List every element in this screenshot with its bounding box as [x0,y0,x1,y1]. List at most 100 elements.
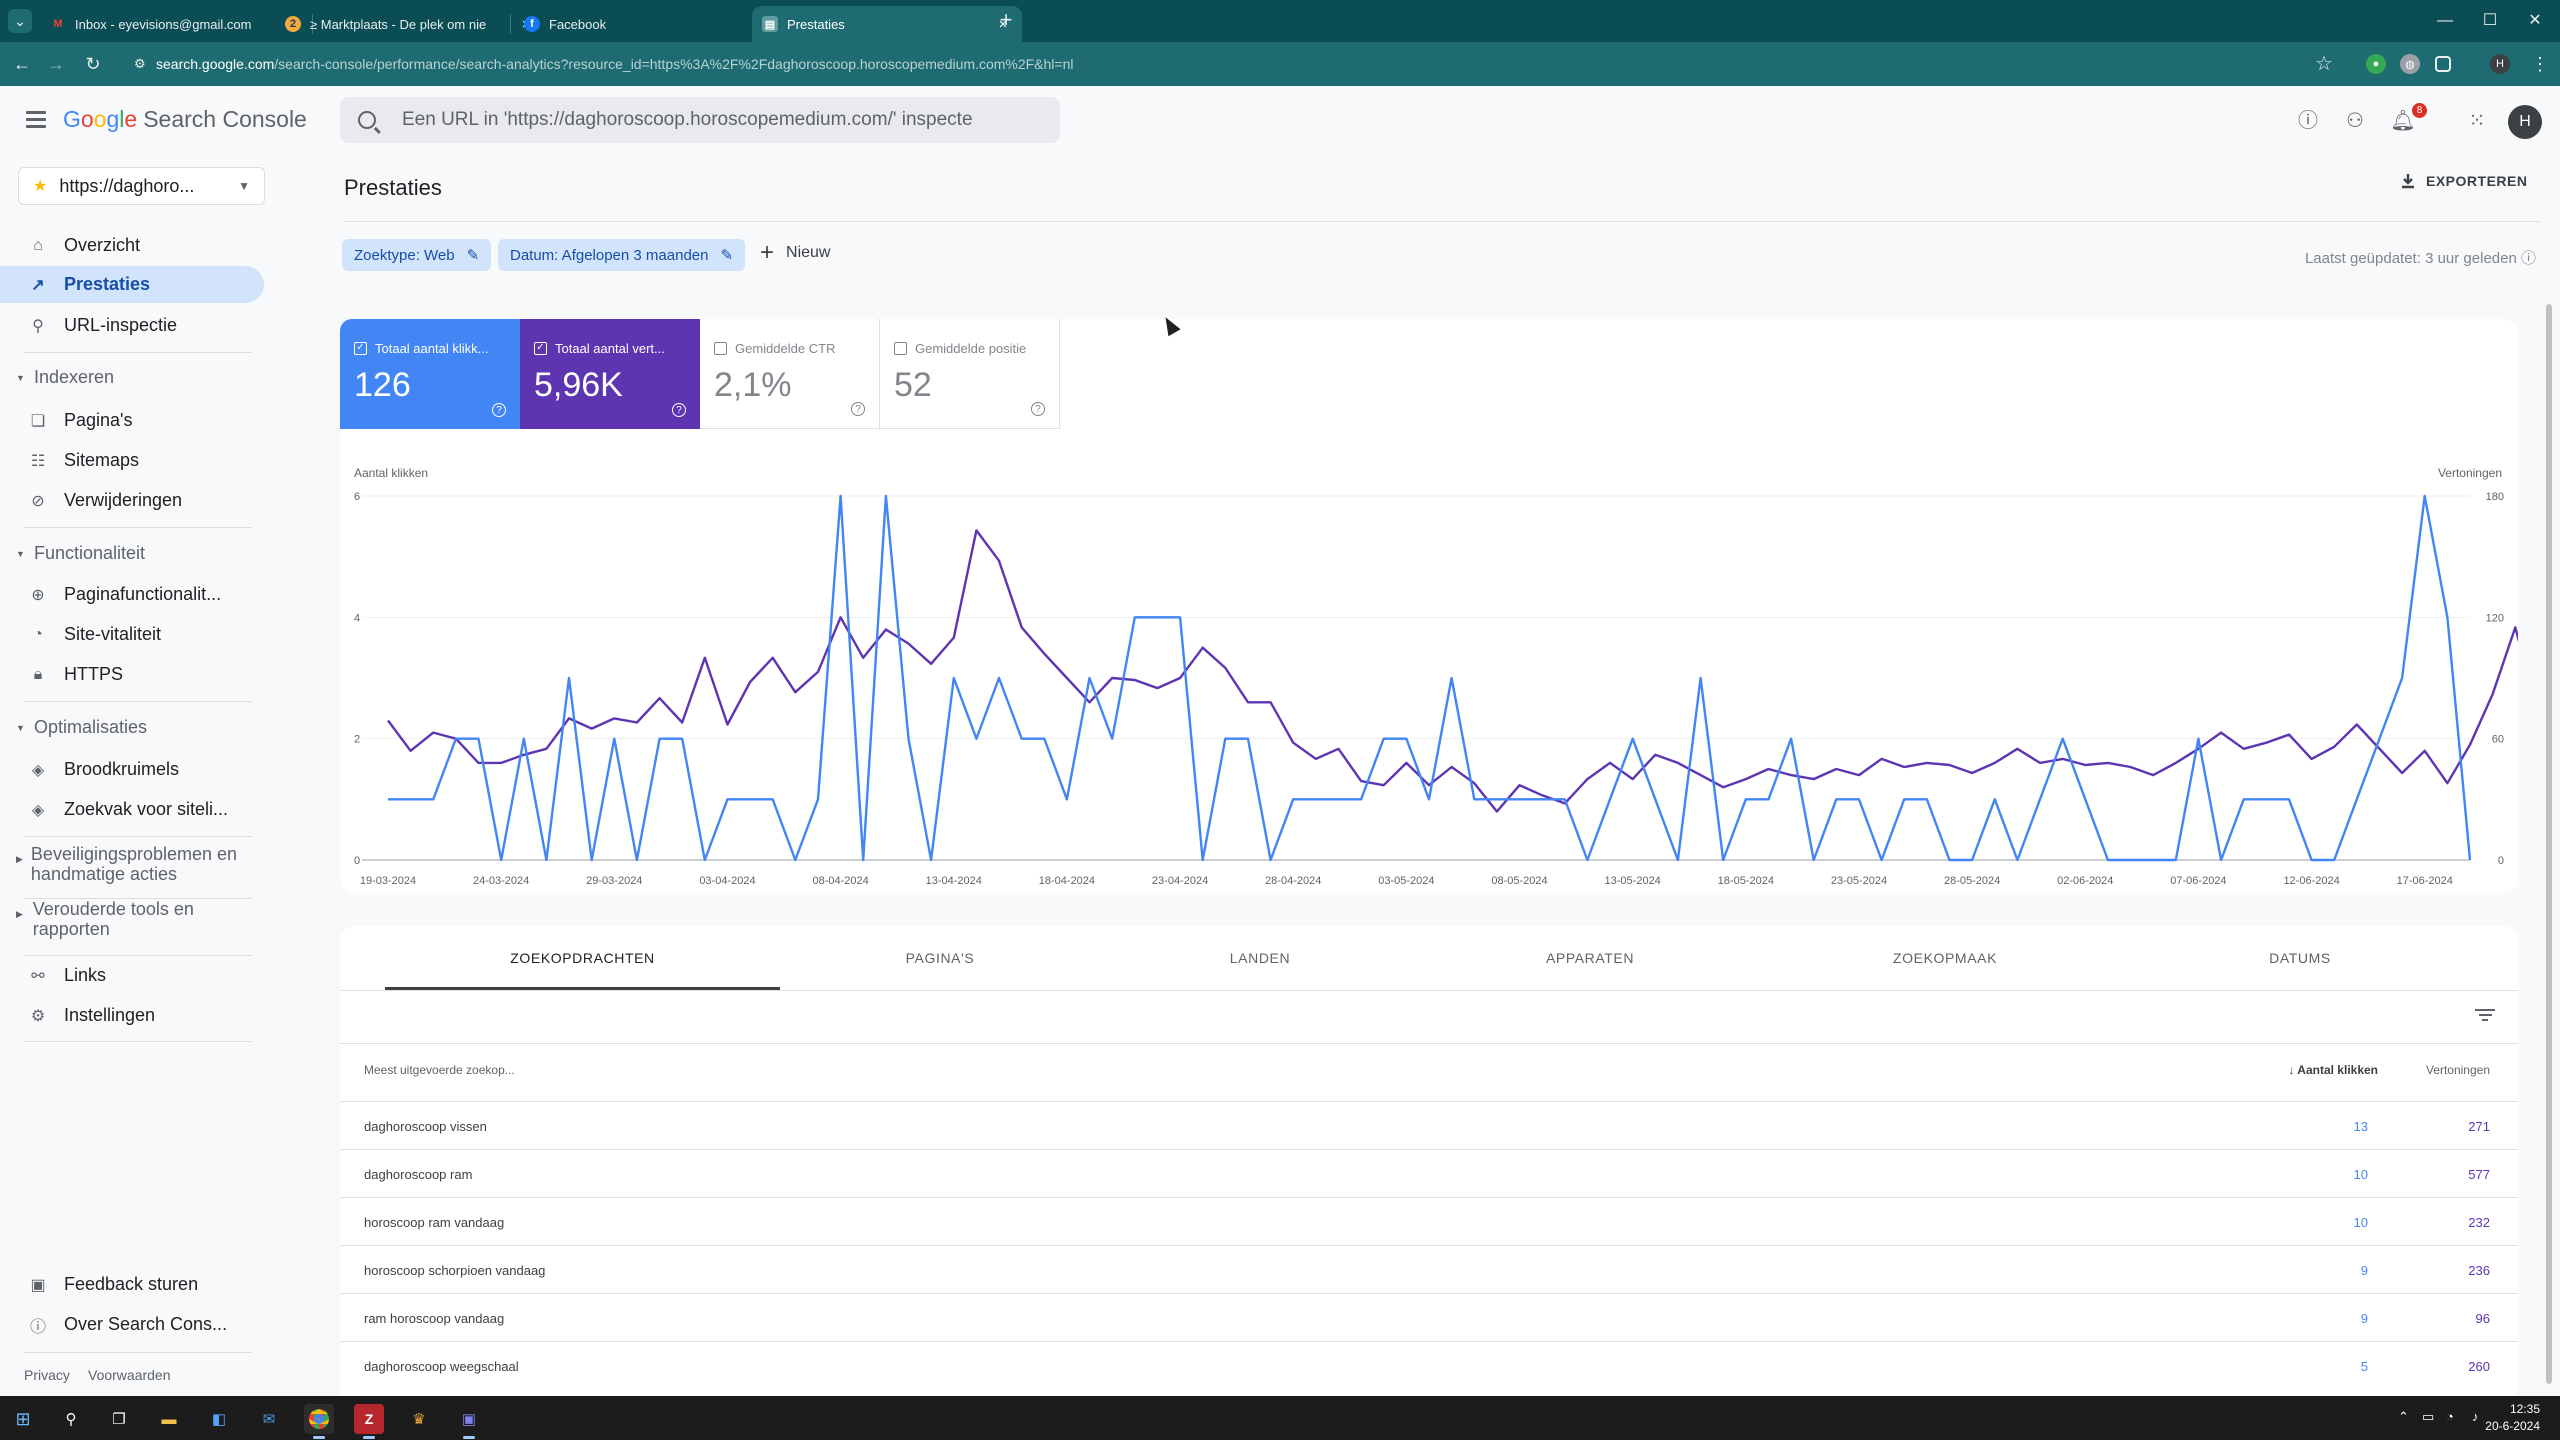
export-button[interactable]: EXPORTEREN [2400,173,2527,189]
filter-rows-icon[interactable] [2474,1006,2496,1028]
account-avatar[interactable]: H [2508,105,2542,139]
help-icon[interactable]: ? [492,403,506,417]
sidebar-section-verouderde-tools[interactable]: ▶ Verouderde tools en rapporten [16,899,246,939]
filter-chip-zoektype[interactable]: Zoektype: Web ✎ [342,239,492,271]
sidebar-item-zoekvak[interactable]: ◈ Zoekvak voor siteli... [0,791,264,828]
new-tab-button[interactable]: + [999,7,1013,32]
back-button[interactable]: ← [13,54,31,74]
tab-zoekopmaak[interactable]: ZOEKOPMAAK [1892,950,1998,966]
table-row[interactable]: ram horoscoop vandaag 9 96 [340,1293,2518,1341]
url-inspection-search[interactable] [340,97,1060,143]
sidebar-item-over-search-console[interactable]: ⓘ Over Search Cons... [0,1306,264,1343]
sidebar-item-paginafunctionaliteit[interactable]: ⊕ Paginafunctionalit... [0,576,264,613]
sidebar-section-indexeren[interactable]: ▼ Indexeren [16,367,114,388]
checkbox-checked-icon[interactable]: ✓ [534,342,547,355]
terms-link[interactable]: Voorwaarden [88,1367,171,1383]
sidebar-item-instellingen[interactable]: ⚙ Instellingen [0,997,264,1034]
privacy-link[interactable]: Privacy [24,1367,70,1383]
metric-average-position[interactable]: Gemiddelde positie 52 ? [880,319,1060,429]
browser-tab-facebook[interactable]: f Facebook × [514,6,784,42]
help-icon[interactable]: ⓘ [2520,250,2536,267]
sidebar-item-overzicht[interactable]: ⌂ Overzicht [0,227,264,264]
mail-icon[interactable]: ✉ [262,1411,276,1428]
sidebar-item-verwijderingen[interactable]: ⊘ Verwijderingen [0,482,264,519]
sidebar-item-paginas[interactable]: ❏ Pagina's [0,402,264,439]
file-explorer-icon[interactable]: ▬ [161,1410,177,1428]
microsoft-store-icon[interactable]: ◧ [211,1411,227,1428]
metric-average-ctr[interactable]: Gemiddelde CTR 2,1% ? [700,319,880,429]
game-app-icon[interactable]: ♛ [412,1411,426,1428]
sidebar-item-sitemaps[interactable]: ☷ Sitemaps [0,442,264,479]
tab-datums[interactable]: DATUMS [2269,950,2331,966]
table-row[interactable]: daghoroscoop weegschaal 5 260 [340,1341,2518,1389]
help-icon[interactable]: ? [1031,402,1045,416]
windows-start-icon[interactable]: ⊞ [15,1408,31,1429]
tab-apparaten[interactable]: APPARATEN [1545,950,1635,966]
checkbox-checked-icon[interactable]: ✓ [354,342,367,355]
performance-line-chart[interactable]: Aantal klikken Vertoningen 0 0 2 60 4 120 6 180… [340,439,2518,893]
network-icon[interactable]: ◔ [2446,1409,2454,1424]
help-icon[interactable]: ? [851,402,865,416]
sidebar-item-site-vitaliteit[interactable]: ◔ Site-vitaliteit [0,616,264,653]
table-row[interactable]: daghoroscoop vissen 13 271 [340,1101,2518,1149]
scrollbar-thumb[interactable] [2546,304,2552,1384]
sidebar-item-broodkruimels[interactable]: ◈ Broodkruimels [0,751,264,788]
main-menu-icon[interactable] [24,108,48,132]
sidebar-item-https[interactable]: 🔒︎ HTTPS [0,656,264,693]
site-info-icon[interactable]: ⚙ [134,56,146,71]
manage-users-icon[interactable]: ⚇ [2346,110,2364,132]
sidebar-section-optimalisaties[interactable]: ▼ Optimalisaties [16,717,147,738]
browser-tab-prestaties[interactable]: ▤ Prestaties × [752,6,1022,42]
help-icon[interactable]: ? [672,403,686,417]
bookmark-star-icon[interactable]: ☆ [2315,53,2333,75]
browser-tab-marktplaats[interactable]: 2 ≥ Marktplaats - De plek om nie × [275,6,545,42]
url-inspection-input[interactable] [402,109,1042,131]
table-row[interactable]: horoscoop ram vandaag 10 232 [340,1197,2518,1245]
forward-button[interactable]: → [47,54,65,74]
tray-device-icon[interactable]: ▭ [2422,1409,2435,1424]
sidebar-section-beveiliging[interactable]: ▶ Beveiligingsproblemen en handmatige act… [16,844,266,884]
url-field[interactable]: ⚙ search.google.com/search-console/perfo… [124,49,2364,79]
column-header-query[interactable]: Meest uitgevoerde zoekop... [364,1063,515,1077]
tab-zoekopdrachten[interactable]: ZOEKOPDRACHTEN [385,926,780,990]
profile-avatar-icon[interactable]: H [2490,54,2510,74]
sidebar-item-url-inspectie[interactable]: ⚲ URL-inspectie [0,307,264,344]
close-icon[interactable]: × [998,15,1008,33]
sidebar-section-functionaliteit[interactable]: ▼ Functionaliteit [16,543,145,564]
notifications-bell-icon[interactable]: 🔔︎ [2390,110,2416,132]
extension-green-icon[interactable]: ● [2366,54,2386,74]
reload-button[interactable]: ↻ [85,54,101,74]
browser-tab-gmail[interactable]: M Inbox - eyevisions@gmail.com × [40,6,310,42]
tab-paginas[interactable]: PAGINA'S [905,950,975,966]
maximize-window-button[interactable]: ☐ [2482,12,2498,29]
sidebar-item-feedback[interactable]: ▣ Feedback sturen [0,1266,264,1303]
tray-overflow-icon[interactable]: ⌃ [2398,1409,2409,1424]
filter-chip-datum[interactable]: Datum: Afgelopen 3 maanden ✎ [498,239,746,271]
table-row[interactable]: daghoroscoop ram 10 577 [340,1149,2518,1197]
tab-search-button[interactable]: ⌄ [8,9,32,33]
checkbox-unchecked-icon[interactable] [894,342,907,355]
extensions-puzzle-icon[interactable] [2435,56,2451,72]
minimize-window-button[interactable]: — [2437,12,2453,29]
checkbox-unchecked-icon[interactable] [714,342,727,355]
column-header-clicks[interactable]: ↓ Aantal klikken [2288,1063,2378,1077]
volume-icon[interactable]: ♪ [2472,1409,2479,1424]
tab-landen[interactable]: LANDEN [1229,950,1291,966]
taskbar-search-icon[interactable]: ⚲ [65,1411,77,1428]
search-console-logo[interactable]: Google Search Console [63,106,307,133]
new-filter-button[interactable]: + Nieuw [760,241,830,265]
page-scrollbar[interactable] [2544,296,2554,1396]
taskbar-clock[interactable]: 12:35 20-6-2024 [2485,1401,2540,1435]
sidebar-item-prestaties[interactable]: ↗ Prestaties [0,266,264,303]
extension-grey-icon[interactable]: ◍ [2400,54,2420,74]
metric-total-impressions[interactable]: ✓ Totaal aantal vert... 5,96K ? [520,319,700,429]
google-apps-icon[interactable]: ⁙ [2468,110,2486,132]
chrome-icon[interactable] [304,1404,334,1439]
task-view-icon[interactable]: ❐ [112,1411,126,1428]
metric-total-clicks[interactable]: ✓ Totaal aantal klikk... 126 ? [340,319,520,429]
help-icon[interactable]: ⓘ [2298,110,2318,132]
filezilla-icon[interactable]: Z [354,1404,384,1439]
close-window-button[interactable]: ✕ [2528,12,2542,29]
browser-menu-icon[interactable]: ⋮ [2531,54,2549,74]
sidebar-item-links[interactable]: ⚯ Links [0,957,264,994]
